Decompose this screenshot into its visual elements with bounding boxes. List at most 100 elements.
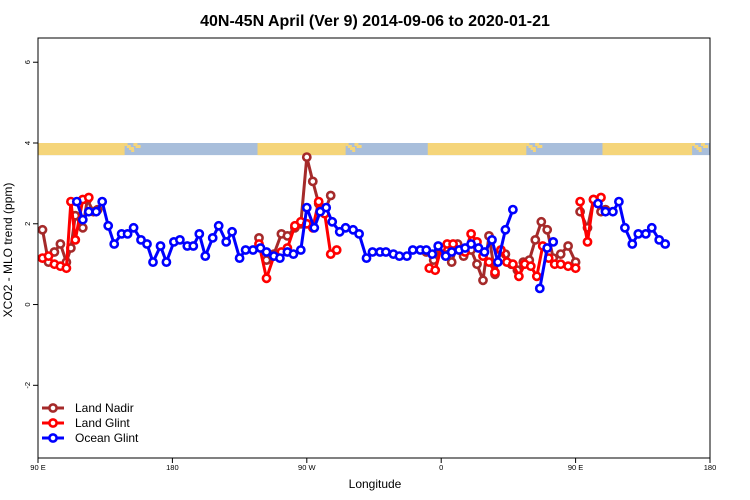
land-band-speckle (537, 145, 543, 148)
y-tick-label: 0 (23, 302, 32, 306)
land-nadir-point (478, 275, 488, 286)
ocean-glint-point (128, 222, 139, 233)
land-glint-point (575, 196, 585, 207)
chart-title: 40N-45N April (Ver 9) 2014-09-06 to 2020… (200, 13, 550, 30)
x-tick-label: 90 E (568, 463, 583, 472)
plot-frame (37, 37, 711, 459)
ocean-glint-point (407, 245, 418, 255)
ocean-glint-point (148, 257, 158, 267)
ocean-glint-point (466, 239, 476, 249)
ocean-glint-point (301, 202, 312, 213)
ocean-glint-point (367, 247, 378, 257)
ocean-glint-point (492, 257, 503, 267)
land-glint-point (531, 271, 542, 282)
ocean-glint-point (161, 257, 172, 267)
land-band-speckle (535, 143, 540, 146)
land-band-speckle (356, 145, 362, 148)
land-band-speckle (698, 149, 702, 152)
land-band-speckle (347, 145, 352, 148)
ocean-glint-point (188, 241, 199, 251)
ocean-glint-point (660, 239, 671, 249)
land-glint-point (514, 271, 524, 282)
land-band-speckle (352, 149, 356, 152)
ocean-glint-point (97, 196, 108, 207)
y-tick-label: 2 (23, 222, 32, 226)
ocean-glint-point (71, 196, 82, 207)
ocean-glint-point (354, 228, 364, 239)
land-band-speckle (129, 147, 135, 150)
ocean-glint-point (91, 206, 102, 217)
ocean-glint-point (248, 245, 258, 255)
ocean-glint-point (446, 247, 457, 257)
ocean-glint-point (340, 222, 351, 233)
land-glint-point (430, 265, 441, 276)
ocean-glint-point (534, 283, 545, 294)
ocean-glint-point (508, 204, 518, 215)
land-band-segment (427, 143, 527, 156)
x-tick-label: 180 (704, 463, 717, 472)
ocean-glint-point (327, 216, 338, 227)
ocean-glint-point (433, 241, 444, 251)
land-nadir-point (325, 190, 336, 201)
ocean-glint-point (500, 224, 511, 235)
ocean-glint-point (394, 251, 405, 261)
land-band-speckle (530, 147, 536, 150)
land-band-speckle (526, 143, 530, 146)
ocean-glint-point (142, 239, 152, 249)
ocean-glint-point (200, 251, 211, 261)
ocean-glint-point (401, 251, 412, 261)
ocean-glint-point (380, 247, 391, 257)
ocean-glint-point (593, 198, 603, 209)
land-ocean-mask-band (38, 143, 710, 156)
land-glint-point (490, 267, 500, 278)
land-glint-point (70, 234, 81, 245)
ocean-glint-point (227, 226, 237, 237)
land-band-speckle (124, 143, 128, 146)
land-band-speckle (532, 149, 536, 152)
land-glint-point (508, 259, 518, 270)
x-tick-label: 0 (439, 463, 443, 472)
land-glint-point (525, 261, 536, 272)
ocean-glint-point (646, 222, 657, 233)
land-nadir-point (472, 259, 482, 270)
ocean-glint-point (122, 228, 133, 239)
land-glint-point (466, 228, 476, 239)
land-nadir-point (530, 234, 541, 245)
ocean-glint-point (620, 222, 630, 233)
land-glint-point (555, 259, 566, 270)
axes-layer: 90 E 180 90 W 0 90 E 180 -2 0 2 4 6 (23, 37, 717, 472)
land-glint-point (313, 196, 324, 207)
y-tick-label: -2 (23, 382, 32, 389)
land-glint-point (484, 257, 494, 267)
y-tick-label: 4 (23, 141, 32, 145)
legend-land-nadir-marker (48, 403, 58, 413)
land-band-speckle (528, 145, 533, 148)
ocean-glint-point (77, 214, 88, 225)
ocean-glint-point (309, 222, 320, 233)
legend-land-glint-marker (48, 418, 58, 428)
ocean-glint-point (288, 249, 299, 259)
land-glint-point (570, 263, 581, 274)
land-band-speckle (692, 143, 696, 146)
ocean-glint-point (479, 247, 490, 257)
land-band-segment (38, 143, 125, 156)
land-glint-point (61, 263, 72, 274)
land-glint-point (43, 251, 54, 261)
land-nadir-point (37, 224, 48, 235)
land-band-speckle (126, 145, 131, 148)
land-band-speckle (703, 145, 709, 148)
ocean-glint-point (427, 249, 438, 259)
land-glint-point (83, 192, 94, 203)
land-glint-point (582, 236, 593, 247)
land-glint-point (261, 273, 272, 284)
land-band-segment (257, 143, 346, 156)
ocean-glint-point (194, 228, 205, 239)
land-nadir-point (77, 222, 88, 233)
ocean-glint-point (487, 234, 497, 245)
x-tick-label: 90 W (298, 463, 316, 472)
x-tick-label: 180 (166, 463, 179, 472)
y-axis-label: XCO2 - MLO trend (ppm) (1, 183, 15, 318)
legend-ocean-glint-marker (48, 433, 58, 443)
land-nadir-point (536, 216, 547, 227)
